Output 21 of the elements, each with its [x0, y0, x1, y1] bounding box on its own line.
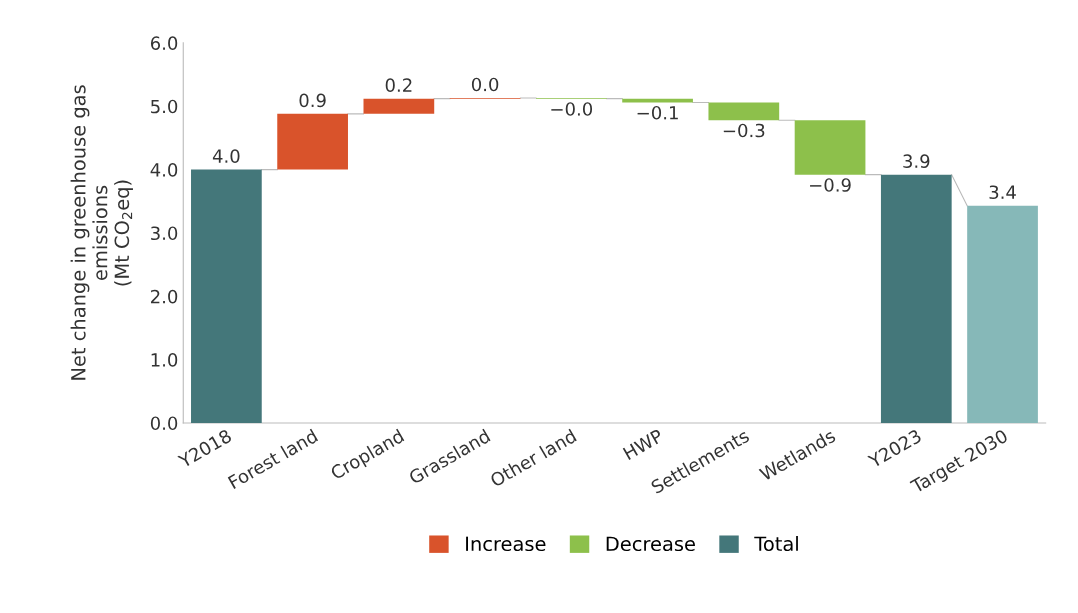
legend-label: Total: [754, 536, 798, 552]
data-label: −0.9: [810, 178, 851, 192]
data-label: −0.0: [551, 102, 593, 116]
legend-label: Decrease: [606, 536, 695, 552]
data-label: 0.9: [299, 93, 326, 108]
legend-label: Increase: [466, 536, 546, 552]
y-tick-label: 4.0: [150, 163, 178, 177]
data-label: 0.2: [385, 78, 412, 92]
y-tick-label: 3.0: [151, 226, 178, 241]
data-label: −0.3: [723, 123, 765, 138]
y-tick-label: 5.0: [151, 99, 178, 114]
data-label: −0.1: [637, 105, 678, 120]
y-tick-label: 2.0: [151, 289, 178, 304]
y-tick-label: 6.0: [150, 36, 178, 51]
data-label: 3.4: [989, 185, 1016, 200]
y-tick-label: 1.0: [151, 353, 178, 367]
data-label: 3.9: [903, 154, 930, 168]
data-label: 4.0: [212, 149, 240, 163]
y-tick-label: 0.0: [150, 416, 178, 431]
data-label: 0.0: [471, 77, 499, 92]
y-axis-title: Net change in greenhouse gas emissions (Mt CO$_{2}$eq): [70, 85, 133, 380]
